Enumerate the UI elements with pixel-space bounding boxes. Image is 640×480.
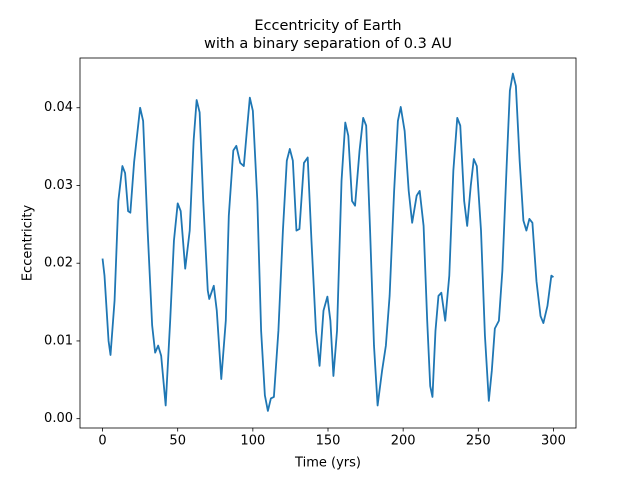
chart-subtitle: with a binary separation of 0.3 AU: [204, 36, 452, 52]
y-tick-label: 0.00: [44, 411, 73, 426]
x-axis-label: Time (yrs): [294, 456, 361, 471]
x-tick-label: 200: [391, 434, 416, 449]
x-tick-label: 100: [240, 434, 265, 449]
x-tick-label: 50: [169, 434, 186, 449]
chart-title: Eccentricity of Earth: [254, 18, 401, 34]
x-tick-label: 250: [466, 434, 491, 449]
plot-frame: [79, 57, 577, 429]
y-axis-label: Eccentricity: [21, 205, 36, 282]
y-tick-label: 0.02: [44, 256, 73, 271]
y-tick-label: 0.01: [44, 333, 73, 348]
y-tick-label: 0.03: [44, 178, 73, 193]
x-tick-label: 300: [541, 434, 566, 449]
x-tick-label: 150: [316, 434, 341, 449]
y-tick-label: 0.04: [44, 100, 73, 115]
x-tick-label: 0: [98, 434, 106, 449]
data-line: [101, 72, 554, 412]
